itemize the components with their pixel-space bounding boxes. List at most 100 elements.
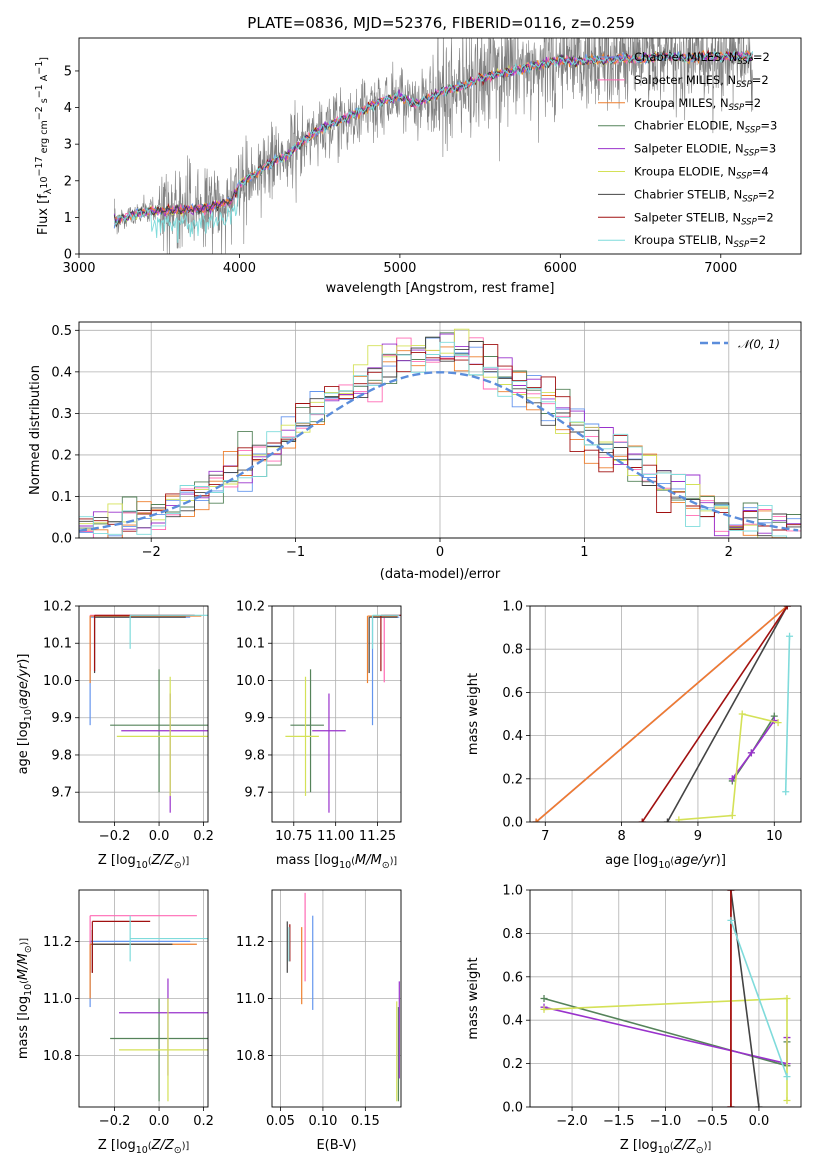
legend-label: Kroupa MILES, NSSP=2 (634, 96, 761, 113)
x-tick-label: −1.0 (650, 1114, 682, 1129)
mass_vs_EBV-frame (271, 889, 402, 1108)
y-tick-label: 0 (64, 248, 72, 263)
massweight_vs_Z-grid (530, 889, 801, 1108)
mass-weight-line (666, 606, 788, 822)
y-tick-label: 0.2 (502, 772, 523, 787)
figure-title: PLATE=0836, MJD=52376, FIBERID=0116, z=0… (247, 14, 634, 32)
data-point (312, 693, 346, 813)
x-tick-label: 0.0 (149, 829, 170, 844)
data-point (116, 676, 208, 796)
y-tick-label: 3 (64, 138, 72, 153)
mass-weight-marker (728, 775, 736, 783)
y-axis-label: mass weight (466, 673, 481, 755)
legend-label: 𝒩(0, 1) (738, 337, 780, 351)
mass-weight-marker (675, 816, 683, 822)
mass-weight-marker (783, 1073, 791, 1081)
data-point (368, 616, 398, 674)
x-axis-label: wavelength [Angstrom, rest frame] (326, 281, 555, 296)
mass-weight-marker (663, 818, 671, 822)
mass-weight-line (730, 890, 760, 1107)
y-axis-label: mass weight (466, 957, 481, 1039)
residual-histogram (79, 328, 801, 538)
x-tick-label: −2.0 (556, 1114, 588, 1129)
x-tick-label: 7000 (704, 261, 737, 276)
mass-weight-marker (532, 818, 540, 822)
x-tick-label: 2 (725, 545, 733, 560)
data-point (89, 940, 191, 1008)
x-tick-label: 10.75 (275, 829, 312, 844)
y-tick-label: 0.2 (502, 1057, 523, 1072)
x-tick-label: −0.5 (696, 1114, 728, 1129)
x-tick-label: 7 (541, 829, 549, 844)
y-tick-label: 11.0 (43, 992, 72, 1007)
x-tick-label: 0.0 (749, 1114, 770, 1129)
data-point (129, 614, 208, 649)
y-tick-label: 1.0 (502, 884, 523, 899)
y-tick-label: 10.1 (236, 637, 265, 652)
residuals-frame (78, 321, 802, 539)
data-point (371, 616, 400, 726)
massweight_vs_Z-frame (529, 889, 802, 1108)
mass-weight-marker (783, 1096, 791, 1104)
data-point (89, 943, 197, 999)
x-tick-label: 8 (617, 829, 625, 844)
mass-weight-marker (755, 1103, 763, 1107)
x-tick-label: 11.25 (359, 829, 396, 844)
mass-weight-marker (540, 1005, 548, 1013)
mass-weight-marker (727, 890, 735, 894)
y-tick-label: 10.1 (43, 637, 72, 652)
y-tick-label: 5 (64, 64, 72, 79)
y-axis-label: age [log10(age/yr)] (16, 654, 34, 775)
x-axis-label: age [log10(age/yr)] (605, 853, 726, 871)
age_vs_Z-panel: −0.2 0.0 0.2 9.7 9.8 9.9 10.0 10.1 10.2 Z [log10(… (16, 600, 214, 872)
x-axis-label: Z [log10(Z/Z⊙)] (98, 1138, 189, 1156)
x-tick-label: 6000 (544, 261, 577, 276)
mass-weight-marker (783, 606, 791, 610)
y-tick-label: 0.0 (51, 532, 72, 547)
x-tick-label: 3000 (62, 261, 95, 276)
massweight_vs_age-panel: 7 8 9 10 0.0 0.2 0.4 0.6 0.8 1.0 age [log10(age/yr… (466, 600, 802, 871)
y-tick-label: 0.3 (51, 407, 72, 422)
mass-weight-line (678, 713, 779, 821)
y-axis-label: Normed distribution (28, 365, 43, 495)
age_vs_Z-grid (79, 605, 208, 822)
mass-weight-marker (728, 812, 736, 820)
model-spectrum (113, 49, 753, 243)
y-tick-label: 10.2 (236, 600, 265, 615)
y-tick-label: 0.4 (502, 729, 523, 744)
y-tick-label: 10.2 (43, 600, 72, 615)
x-axis-label: mass [log10(M/M⊙)] (276, 853, 397, 871)
x-tick-label: 0.05 (266, 1114, 295, 1129)
legend-label: Salpeter STELIB, NSSP=2 (634, 210, 774, 227)
y-tick-label: 10.8 (236, 1049, 265, 1064)
mass-weight-marker (727, 1103, 735, 1107)
mass-weight-marker (638, 818, 646, 822)
x-tick-label: −0.2 (99, 1114, 131, 1129)
mass-weight-marker (782, 788, 790, 796)
x-tick-label: 9 (694, 829, 702, 844)
x-tick-label: 5000 (383, 261, 416, 276)
data-point (91, 920, 151, 973)
spectrum-frame (78, 37, 802, 255)
x-tick-label: −0.2 (99, 829, 131, 844)
y-tick-label: 9.7 (244, 786, 265, 801)
legend-label: Kroupa ELODIE, NSSP=4 (634, 165, 769, 182)
mass-weight-marker (783, 995, 791, 1002)
mass-weight-line (535, 606, 788, 822)
x-tick-label: −1 (286, 545, 305, 560)
y-tick-label: 9.8 (244, 748, 265, 763)
mass-weight-line (730, 920, 788, 1077)
massweight_vs_Z-panel: −2.0 −1.5 −1.0 −0.5 0.0 0.0 0.2 0.4 0.6 0.8 1.0 Z [… (466, 884, 802, 1156)
y-tick-label: 0.8 (502, 643, 523, 658)
y-tick-label: 9.7 (51, 786, 72, 801)
y-tick-label: 9.9 (244, 711, 265, 726)
y-tick-label: 10.0 (43, 674, 72, 689)
x-tick-label: −2 (142, 545, 161, 560)
residual-histogram (79, 341, 801, 538)
y-tick-label: 0.0 (502, 1101, 523, 1116)
age_vs_mass-frame (271, 605, 402, 823)
mass-weight-line (641, 606, 788, 822)
massweight_vs_age-frame (529, 605, 802, 823)
massweight_vs_age-grid (530, 605, 801, 823)
mass-weight-marker (774, 719, 782, 727)
